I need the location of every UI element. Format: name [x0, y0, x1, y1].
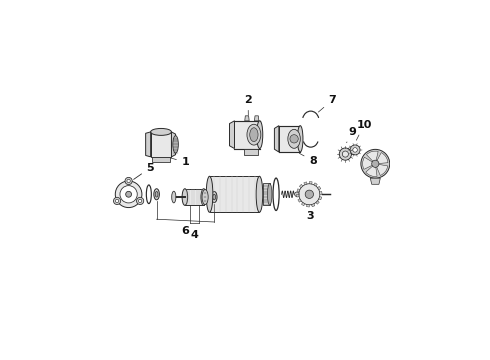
Ellipse shape	[247, 124, 261, 145]
Polygon shape	[299, 184, 303, 188]
Text: 8: 8	[299, 153, 317, 166]
Ellipse shape	[155, 192, 158, 197]
Polygon shape	[301, 203, 305, 206]
Polygon shape	[296, 194, 299, 197]
Ellipse shape	[213, 194, 216, 200]
Ellipse shape	[206, 176, 213, 212]
Wedge shape	[367, 151, 378, 164]
Polygon shape	[279, 126, 300, 152]
Ellipse shape	[201, 189, 206, 205]
Circle shape	[294, 192, 299, 197]
Circle shape	[350, 145, 360, 155]
Polygon shape	[244, 149, 258, 155]
Circle shape	[127, 179, 130, 183]
Text: 3: 3	[307, 205, 314, 221]
Circle shape	[116, 199, 119, 203]
Wedge shape	[375, 164, 388, 175]
Polygon shape	[229, 121, 235, 149]
Text: 10: 10	[356, 120, 372, 140]
Ellipse shape	[202, 190, 208, 204]
Polygon shape	[254, 116, 259, 121]
Ellipse shape	[173, 136, 178, 153]
Polygon shape	[152, 157, 170, 162]
Ellipse shape	[182, 189, 188, 205]
Circle shape	[125, 192, 131, 197]
Ellipse shape	[268, 184, 272, 205]
Circle shape	[299, 184, 320, 205]
Polygon shape	[150, 132, 172, 157]
Ellipse shape	[250, 128, 258, 141]
Ellipse shape	[288, 129, 300, 148]
Ellipse shape	[212, 192, 217, 203]
Polygon shape	[146, 132, 150, 157]
Ellipse shape	[257, 121, 263, 149]
Circle shape	[361, 149, 390, 178]
Polygon shape	[274, 126, 279, 152]
Polygon shape	[172, 132, 175, 157]
Polygon shape	[309, 181, 312, 184]
Polygon shape	[235, 121, 260, 149]
Circle shape	[115, 181, 142, 208]
Polygon shape	[263, 184, 270, 205]
Text: 1: 1	[169, 157, 190, 167]
Ellipse shape	[150, 129, 172, 135]
Circle shape	[339, 148, 351, 160]
Text: 6: 6	[181, 226, 189, 236]
Text: 5: 5	[134, 163, 154, 179]
Polygon shape	[318, 186, 321, 190]
Circle shape	[139, 199, 142, 203]
Ellipse shape	[256, 176, 263, 212]
Polygon shape	[210, 176, 259, 212]
Polygon shape	[319, 192, 322, 194]
Circle shape	[290, 135, 298, 143]
Wedge shape	[366, 164, 377, 176]
Text: 4: 4	[190, 230, 198, 240]
Wedge shape	[375, 153, 388, 164]
Ellipse shape	[154, 189, 159, 200]
Circle shape	[372, 160, 379, 167]
Polygon shape	[304, 182, 307, 185]
Polygon shape	[298, 199, 301, 202]
Polygon shape	[370, 178, 380, 184]
Wedge shape	[363, 157, 375, 169]
Text: 2: 2	[244, 95, 252, 115]
Polygon shape	[314, 183, 318, 186]
Polygon shape	[245, 116, 249, 121]
Circle shape	[120, 186, 137, 203]
Ellipse shape	[297, 126, 303, 152]
Polygon shape	[312, 204, 315, 207]
Circle shape	[353, 148, 357, 152]
Circle shape	[114, 197, 121, 204]
Polygon shape	[185, 189, 204, 205]
Text: 9: 9	[346, 127, 356, 143]
Circle shape	[305, 190, 314, 198]
Circle shape	[125, 177, 132, 185]
Polygon shape	[307, 204, 309, 207]
Circle shape	[137, 197, 144, 204]
Polygon shape	[319, 197, 322, 200]
Polygon shape	[316, 201, 319, 204]
Polygon shape	[297, 189, 300, 192]
Text: 7: 7	[318, 95, 337, 112]
Ellipse shape	[172, 191, 176, 203]
Circle shape	[343, 151, 348, 157]
